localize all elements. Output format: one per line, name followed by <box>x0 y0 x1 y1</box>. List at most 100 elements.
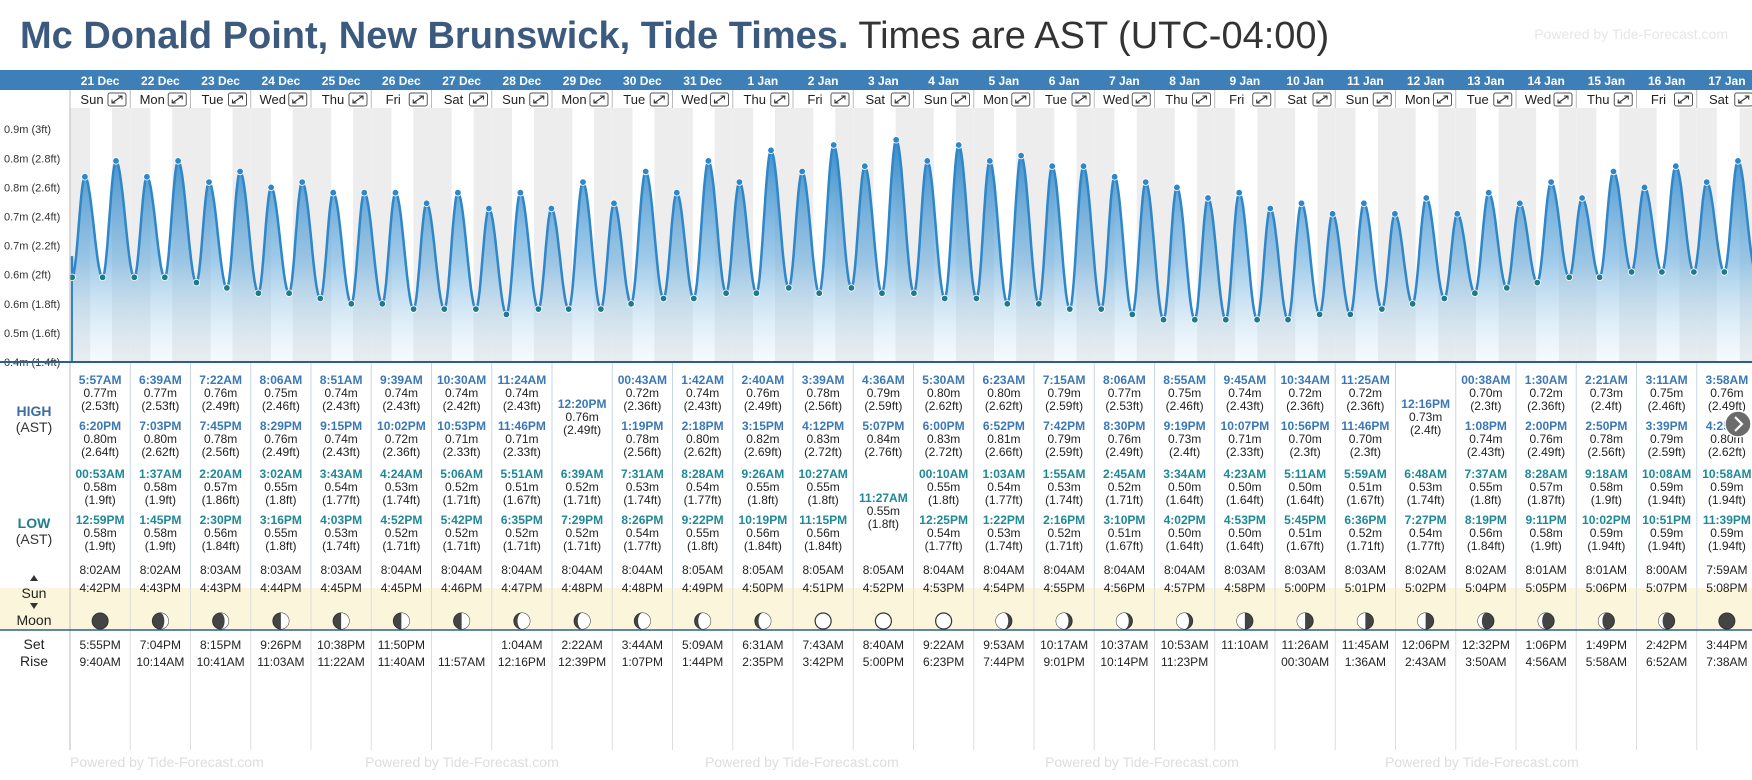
expand-day-button[interactable] <box>1734 92 1752 107</box>
expand-day-button[interactable] <box>288 92 308 107</box>
high-tide-2-height-ft: (2.4ft) <box>1169 445 1200 459</box>
high-tide-2-height-ft: (2.56ft) <box>202 445 240 459</box>
expand-day-button[interactable] <box>649 92 669 107</box>
moon-phase-icon <box>151 612 169 630</box>
high-tide-2-height-m: 0.79m <box>1047 432 1080 446</box>
expand-day-button[interactable] <box>1553 92 1573 107</box>
low-tide-1-height-m: 0.50m <box>1168 480 1201 494</box>
expand-day-button[interactable] <box>1613 92 1633 107</box>
low-tide-1-height-m: 0.58m <box>83 480 116 494</box>
low-tide-point <box>1378 305 1386 313</box>
low-tide-1-height-ft: (1.64ft) <box>1166 493 1204 507</box>
moonset-time: 10:17AM <box>1040 638 1088 652</box>
expand-day-button[interactable] <box>951 92 970 107</box>
high-tide-point <box>1516 199 1524 207</box>
date-header: 4 Jan <box>928 74 959 88</box>
expand-day-button[interactable] <box>1131 92 1151 107</box>
expand-day-button[interactable] <box>1493 92 1513 107</box>
expand-day-button[interactable] <box>529 92 549 107</box>
sunrise-time: 8:05AM <box>742 563 783 577</box>
low-tide-2-height-ft: (1.77ft) <box>925 539 963 553</box>
low-tide-2-height-ft: (1.8ft) <box>687 539 718 553</box>
high-tide-2-time: 4:12PM <box>802 419 844 433</box>
expand-day-button[interactable] <box>1252 92 1272 107</box>
high-tide-2-time: 10:56PM <box>1281 419 1330 433</box>
low-tide-1-height-m: 0.53m <box>1409 480 1442 494</box>
sunset-time: 5:04PM <box>1465 581 1506 595</box>
high-tide-point <box>861 162 869 170</box>
low-tide-1-time: 7:31AM <box>621 467 664 481</box>
sunrise-time: 8:01AM <box>1586 563 1627 577</box>
expand-icon <box>1075 95 1087 104</box>
expand-day-button[interactable] <box>1071 92 1091 107</box>
weekday-label: Wed <box>681 92 708 107</box>
low-tide-2-time: 8:26PM <box>621 513 663 527</box>
low-tide-2-height-ft: (1.67ft) <box>1286 539 1324 553</box>
expand-icon <box>1316 95 1328 104</box>
moon-phase-icon <box>1115 612 1133 630</box>
high-tide-2-time: 7:03PM <box>139 419 181 433</box>
low-tide-1-height-ft: (1.77ft) <box>985 493 1023 507</box>
sunrise-time: 8:04AM <box>1104 563 1145 577</box>
low-tide-1-time: 5:51AM <box>501 467 544 481</box>
high-tide-1-time: 00:38AM <box>1461 373 1510 387</box>
low-tide-2-time: 6:35PM <box>501 513 543 527</box>
footer-watermark: Powered by Tide-Forecast.com <box>1045 754 1239 770</box>
expand-day-button[interactable] <box>228 92 247 107</box>
high-tide-2-height-m: 0.76m <box>1108 432 1141 446</box>
expand-day-button[interactable] <box>348 92 368 107</box>
low-tide-2-height-ft: (1.84ft) <box>804 539 842 553</box>
expand-day-button[interactable] <box>589 92 609 107</box>
high-tide-1-height-ft: (2.4ft) <box>1410 423 1441 437</box>
expand-day-button[interactable] <box>107 92 127 107</box>
high-tide-point <box>1141 178 1150 186</box>
expand-icon <box>1497 95 1509 104</box>
moon-phase-icon <box>1356 612 1374 630</box>
expand-day-button[interactable] <box>710 92 729 107</box>
high-tide-2-height-m: 0.83m <box>927 432 960 446</box>
low-tide-2-height-ft: (1.84ft) <box>1467 539 1505 553</box>
high-tide-point <box>1547 178 1555 186</box>
moonrise-time: 7:44PM <box>983 655 1024 669</box>
sunrise-time: 8:05AM <box>802 563 843 577</box>
high-row-label: HIGH <box>17 403 52 419</box>
moonset-time: 12:06PM <box>1402 638 1450 652</box>
high-tide-1-height-m: 0.76m <box>1710 386 1743 400</box>
high-tide-1-time: 9:45AM <box>1224 373 1267 387</box>
expand-day-button[interactable] <box>1372 92 1392 107</box>
y-axis-label: 0.6m (2ft) <box>4 270 51 282</box>
low-tide-1-height-m: 0.55m <box>746 480 779 494</box>
expand-day-button[interactable] <box>408 92 428 107</box>
expand-day-button[interactable] <box>1011 92 1031 107</box>
high-tide-2-height-m: 0.76m <box>264 432 297 446</box>
expand-day-button[interactable] <box>1312 92 1332 107</box>
low-tide-point <box>316 294 324 303</box>
moon-phase-icon <box>1658 612 1676 630</box>
high-tide-1-time: 8:51AM <box>320 373 363 387</box>
weekday-label: Sun <box>1346 92 1369 107</box>
tide-table-background <box>0 362 1752 588</box>
high-tide-1-height-m: 0.80m <box>987 386 1020 400</box>
moon-lit-part <box>1056 613 1069 629</box>
low-tide-1-height-ft: (1.67ft) <box>503 493 541 507</box>
expand-day-button[interactable] <box>1674 92 1693 107</box>
high-tide-2-height-m: 0.83m <box>806 432 839 446</box>
expand-icon <box>1135 95 1147 104</box>
footer-watermark: Powered by Tide-Forecast.com <box>705 754 899 770</box>
low-tide-1-time: 8:28AM <box>681 467 724 481</box>
expand-day-button[interactable] <box>770 92 790 107</box>
expand-day-button[interactable] <box>830 92 850 107</box>
expand-day-button[interactable] <box>890 92 910 107</box>
high-tide-1-time: 3:39AM <box>802 373 845 387</box>
expand-icon <box>352 95 364 104</box>
expand-day-button[interactable] <box>1192 92 1211 107</box>
expand-day-button[interactable] <box>469 92 488 107</box>
expand-day-button[interactable] <box>167 92 187 107</box>
sunrise-arrow-icon <box>30 575 38 581</box>
expand-day-button[interactable] <box>1433 92 1452 107</box>
high-tide-point <box>1422 194 1430 202</box>
low-tide-point <box>1191 315 1199 324</box>
scroll-right-button[interactable] <box>1724 410 1752 438</box>
tide-area <box>72 139 1752 362</box>
moon-lit-part <box>577 613 591 629</box>
